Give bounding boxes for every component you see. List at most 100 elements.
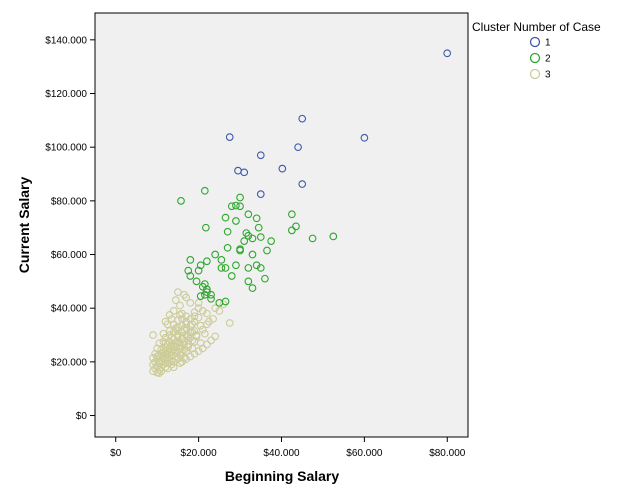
data-point-cluster-3: [155, 369, 164, 377]
legend-marker: [529, 36, 541, 48]
y-tick-label: $0: [76, 411, 88, 422]
data-point-cluster-2: [236, 245, 244, 254]
data-point-cluster-2: [256, 233, 265, 241]
data-point-cluster-2: [211, 250, 220, 259]
data-point-cluster-2: [232, 261, 240, 270]
data-point-cluster-3: [205, 317, 213, 326]
data-point-cluster-2: [186, 272, 195, 280]
x-tick-label: $60.000: [346, 448, 383, 459]
data-point-cluster-3: [174, 288, 182, 296]
data-point-cluster-2: [288, 226, 296, 235]
data-point-cluster-2: [194, 266, 203, 275]
data-point-cluster-1: [256, 151, 265, 160]
data-point-cluster-2: [221, 213, 230, 222]
x-tick-label: $20.000: [181, 448, 218, 459]
x-axis: $0 $20.000 $40.000 $60.000 $80.000: [110, 437, 466, 459]
data-point-cluster-2: [244, 277, 253, 286]
data-point-cluster-3: [167, 356, 176, 365]
legend-marker: [529, 68, 541, 80]
data-point-cluster-3: [176, 359, 184, 368]
data-point-cluster-3: [190, 308, 199, 317]
data-point-cluster-3: [180, 345, 188, 354]
data-point-cluster-2: [248, 284, 257, 292]
data-point-cluster-3: [198, 307, 207, 315]
data-point-cluster-2: [329, 232, 338, 241]
data-point-cluster-3: [188, 336, 197, 345]
legend-title: Cluster Number of Case: [472, 20, 601, 34]
data-point-cluster-3: [171, 343, 180, 351]
data-point-cluster-2: [308, 234, 317, 243]
legend-label: 2: [545, 54, 551, 65]
data-point-cluster-3: [188, 328, 197, 337]
legend-marker: [529, 52, 541, 64]
data-point-cluster-3: [174, 323, 182, 331]
data-point-cluster-3: [161, 317, 170, 326]
data-point-cluster-2: [227, 272, 236, 280]
data-point-cluster-2: [236, 202, 244, 211]
data-point-cluster-2: [248, 250, 257, 259]
data-point-cluster-3: [171, 296, 180, 304]
data-point-cluster-2: [288, 210, 296, 219]
data-point-cluster-2: [248, 234, 257, 243]
data-point-cluster-3: [186, 298, 195, 307]
data-point-cluster-3: [194, 313, 203, 322]
data-point-cluster-2: [192, 277, 201, 286]
data-point-cluster-2: [202, 223, 210, 232]
data-point-cluster-3: [161, 363, 170, 372]
data-point-cluster-3: [198, 325, 207, 334]
data-point-cluster-3: [174, 327, 182, 335]
data-point-cluster-3: [169, 328, 178, 337]
data-point-cluster-2: [203, 288, 211, 296]
data-point-cluster-2: [254, 223, 263, 232]
y-tick-label: $120.000: [45, 89, 87, 100]
data-point-cluster-3: [176, 339, 184, 347]
data-point-cluster-3: [176, 301, 184, 310]
data-point-cluster-3: [169, 363, 178, 372]
y-tick-label: $80.000: [51, 196, 88, 207]
data-point-cluster-3: [194, 298, 203, 307]
data-point-cluster-2: [292, 222, 300, 231]
data-point-cluster-2: [217, 264, 226, 272]
data-point-cluster-1: [256, 190, 265, 198]
data-point-cluster-1: [225, 133, 234, 141]
data-point-cluster-2: [186, 256, 195, 264]
legend: Cluster Number of Case 1 2 3: [472, 20, 601, 81]
data-point-cluster-3: [207, 336, 215, 345]
data-point-cluster-2: [263, 246, 271, 255]
data-point-cluster-2: [252, 214, 261, 223]
data-point-cluster-2: [227, 202, 236, 211]
y-axis: $0 $20.000 $40.000 $60.000 $80.000 $100.000 $1…: [45, 35, 95, 422]
x-tick-label: $0: [110, 448, 122, 459]
data-point-cluster-3: [200, 329, 209, 338]
data-point-cluster-3: [165, 311, 174, 319]
data-point-cluster-2: [232, 217, 240, 225]
data-point-cluster-3: [198, 344, 207, 353]
data-point-cluster-3: [149, 331, 157, 339]
y-tick-label: $20.000: [51, 357, 88, 368]
data-point-cluster-3: [192, 332, 201, 341]
data-point-cluster-2: [244, 210, 253, 219]
data-point-cluster-2: [217, 256, 226, 264]
y-tick-label: $60.000: [51, 250, 88, 261]
data-point-cluster-2: [221, 264, 230, 272]
data-point-cluster-2: [221, 297, 230, 306]
data-point-cluster-2: [244, 264, 253, 272]
x-tick-label: $80.000: [429, 448, 466, 459]
data-point-cluster-2: [267, 237, 275, 245]
data-point-cluster-1: [278, 164, 287, 173]
data-point-cluster-3: [167, 347, 176, 355]
data-point-cluster-2: [236, 193, 244, 202]
data-point-cluster-3: [169, 307, 178, 315]
data-point-cluster-2: [200, 186, 209, 195]
data-point-cluster-1: [294, 143, 302, 152]
data-point-cluster-2: [240, 237, 249, 245]
data-point-cluster-2: [252, 261, 261, 270]
data-point-cluster-2: [203, 257, 211, 266]
data-point-cluster-3: [182, 347, 191, 355]
data-point-cluster-3: [182, 293, 191, 302]
data-point-cluster-2: [200, 280, 209, 288]
data-point-cluster-3: [180, 337, 188, 346]
data-point-cluster-3: [176, 311, 184, 319]
y-tick-label: $140.000: [45, 35, 87, 46]
